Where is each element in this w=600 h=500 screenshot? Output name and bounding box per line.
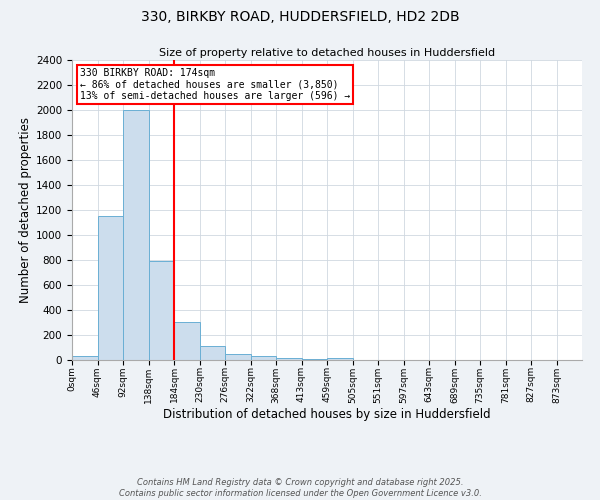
- Bar: [302, 359, 327, 360]
- Title: Size of property relative to detached houses in Huddersfield: Size of property relative to detached ho…: [159, 48, 495, 58]
- Bar: [174, 322, 199, 360]
- Y-axis label: Number of detached properties: Number of detached properties: [19, 117, 32, 303]
- Text: 330, BIRKBY ROAD, HUDDERSFIELD, HD2 2DB: 330, BIRKBY ROAD, HUDDERSFIELD, HD2 2DB: [140, 10, 460, 24]
- Bar: [123, 110, 149, 360]
- Bar: [225, 354, 251, 360]
- Bar: [276, 358, 302, 360]
- Bar: [251, 356, 276, 360]
- X-axis label: Distribution of detached houses by size in Huddersfield: Distribution of detached houses by size …: [163, 408, 491, 421]
- Bar: [97, 216, 123, 360]
- Text: Contains HM Land Registry data © Crown copyright and database right 2025.
Contai: Contains HM Land Registry data © Crown c…: [119, 478, 481, 498]
- Bar: [199, 346, 225, 360]
- Bar: [327, 358, 353, 360]
- Text: 330 BIRKBY ROAD: 174sqm
← 86% of detached houses are smaller (3,850)
13% of semi: 330 BIRKBY ROAD: 174sqm ← 86% of detache…: [80, 68, 350, 100]
- Bar: [149, 261, 174, 360]
- Bar: [72, 356, 97, 360]
